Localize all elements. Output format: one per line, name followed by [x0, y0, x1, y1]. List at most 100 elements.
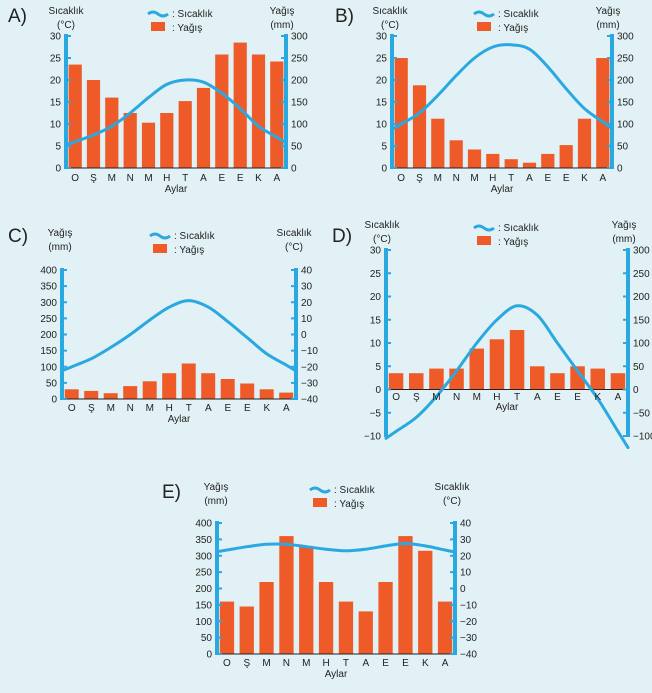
precipitation-bar-7: [182, 364, 196, 400]
precipitation-bar-2: [87, 80, 100, 168]
legend-bar-swatch: [151, 22, 165, 31]
month-label: M: [470, 173, 478, 184]
rain-axis-unit: (mm): [48, 242, 71, 253]
temp-tick-label: 15: [370, 315, 382, 326]
month-label: M: [262, 658, 270, 669]
x-axis-title: Aylar: [168, 414, 191, 425]
temp-tick-label: 5: [55, 142, 61, 153]
temp-tick-label: 10: [376, 120, 388, 131]
rain-tick-label: 300: [195, 551, 212, 562]
legend-line-swatch: [148, 12, 168, 16]
temp-tick-label: −40: [460, 650, 477, 661]
legend-line-label: : Sıcaklık: [172, 9, 214, 20]
temp-tick-label: 30: [460, 535, 472, 546]
month-label: H: [163, 173, 170, 184]
legend-bar-swatch: [477, 22, 491, 31]
month-label: E: [237, 173, 244, 184]
x-axis-title: Aylar: [325, 669, 348, 680]
precipitation-bar-5: [143, 381, 157, 399]
month-label: O: [68, 403, 76, 414]
precipitation-bar-9: [550, 373, 565, 389]
month-label: O: [397, 173, 405, 184]
legend-bar-swatch: [153, 244, 167, 253]
precipitation-bars: [220, 536, 452, 654]
rain-tick-label: 200: [291, 76, 308, 87]
precipitation-bar-11: [252, 55, 265, 169]
legend-bar-label: : Yağış: [498, 23, 528, 34]
rain-tick-label: 0: [51, 395, 57, 406]
legend: : Sıcaklık: Yağış: [150, 231, 216, 256]
precipitation-bar-6: [486, 154, 499, 168]
rain-tick-label: 0: [633, 385, 639, 396]
precipitation-bar-12: [270, 62, 283, 169]
temp-tick-label: 25: [370, 269, 382, 280]
month-label: A: [534, 392, 541, 403]
panel-letter-a: A): [8, 6, 27, 27]
month-label: E: [218, 173, 225, 184]
rain-axis-title: Yağış: [48, 228, 73, 239]
chart-panel-b: B): Sıcaklık: Yağış Sıcaklık (°C) Yağış (mm)…: [335, 6, 634, 195]
temp-axis-title: Sıcaklık: [434, 482, 470, 493]
month-label: Ş: [90, 173, 97, 184]
month-label: M: [146, 403, 154, 414]
month-label: Ş: [243, 658, 250, 669]
month-label: N: [127, 173, 134, 184]
precipitation-bar-4: [279, 536, 293, 654]
month-label: E: [224, 403, 231, 414]
month-label: H: [166, 403, 173, 414]
precipitation-bar-9: [221, 379, 235, 399]
rain-tick-label: 200: [633, 292, 650, 303]
legend-bar-swatch: [477, 236, 491, 245]
temp-axis-unit: (°C): [373, 234, 391, 245]
month-label: M: [144, 173, 152, 184]
rain-tick-label: 50: [291, 142, 303, 153]
precipitation-bar-6: [160, 113, 173, 168]
rain-tick-label: 150: [617, 98, 634, 109]
chart-panel-d: D): Sıcaklık: Yağış Sıcaklık (°C) Yağış (mm)…: [332, 220, 652, 448]
month-label: Ş: [416, 173, 423, 184]
chart-panel-e: E): Sıcaklık: YağışSıcaklık(°C)Yağış(mm)…: [162, 482, 477, 680]
legend-bar-label: : Yağış: [172, 23, 202, 34]
month-label: T: [186, 403, 192, 414]
rain-tick-label: 400: [40, 266, 57, 277]
rain-tick-label: 100: [195, 617, 212, 628]
rain-tick-label: 250: [40, 314, 57, 325]
temperature-line: [62, 301, 296, 371]
rain-tick-label: 50: [617, 142, 629, 153]
legend-bar-swatch: [313, 498, 327, 507]
temp-tick-label: 5: [381, 142, 387, 153]
precipitation-bar-8: [359, 611, 373, 654]
precipitation-bar-1: [395, 58, 408, 168]
temp-tick-label: 30: [301, 282, 313, 293]
precipitation-bar-9: [541, 154, 554, 168]
temp-tick-label: 15: [50, 98, 62, 109]
temp-tick-label: 0: [375, 385, 381, 396]
temp-tick-label: 0: [55, 164, 61, 175]
rain-tick-label: 350: [195, 535, 212, 546]
temp-tick-label: −20: [301, 362, 318, 373]
temp-tick-label: 20: [376, 76, 388, 87]
month-label: K: [581, 173, 588, 184]
temp-axis-unit: (°C): [381, 20, 399, 31]
precipitation-bar-5: [468, 150, 481, 169]
rain-tick-label: 0: [206, 650, 212, 661]
rain-axis-title: Yağış: [204, 482, 229, 493]
rain-tick-label: 50: [46, 378, 58, 389]
precipitation-bar-8: [197, 88, 210, 168]
precipitation-bar-2: [409, 373, 424, 389]
rain-axis-title: Yağış: [596, 6, 621, 17]
precipitation-bars: [65, 364, 294, 400]
rain-axis-unit: (mm): [204, 496, 227, 507]
legend-line-swatch: [474, 12, 494, 16]
temp-tick-label: 10: [50, 120, 62, 131]
month-label: A: [442, 658, 449, 669]
precipitation-bar-11: [418, 551, 432, 654]
rain-tick-label: 200: [40, 330, 57, 341]
temp-tick-label: −10: [301, 346, 318, 357]
legend-line-label: : Sıcaklık: [174, 231, 216, 242]
chart-panel-a: A): Sıcaklık: YağışSıcaklık(°C)Yağış(mm)…: [8, 6, 308, 195]
temp-tick-label: −40: [301, 395, 318, 406]
precipitation-bar-12: [438, 602, 452, 654]
precipitation-bar-2: [413, 85, 426, 168]
month-label: E: [402, 658, 409, 669]
